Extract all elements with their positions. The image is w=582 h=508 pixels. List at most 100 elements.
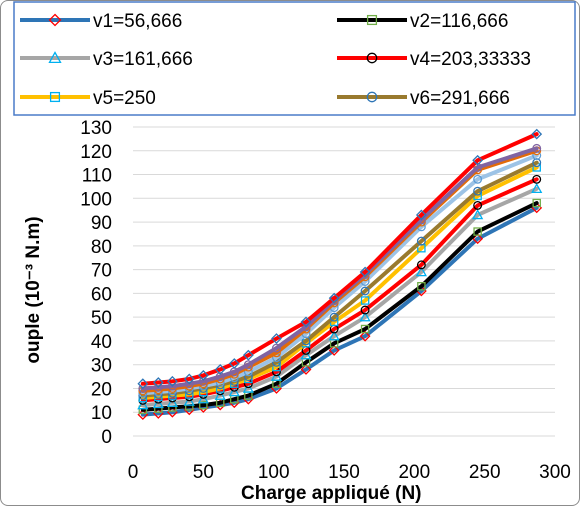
x-tick-label: 50 xyxy=(193,462,214,483)
data-point xyxy=(197,393,209,404)
data-point xyxy=(472,209,484,220)
data-point xyxy=(328,330,340,341)
data-point xyxy=(183,373,195,385)
data-point xyxy=(198,376,208,386)
legend-item: v6=291,666 xyxy=(337,88,510,109)
series-line xyxy=(140,165,539,400)
data-point xyxy=(417,282,426,291)
data-point xyxy=(329,312,339,322)
legend-label: v2=116,666 xyxy=(410,11,508,32)
data-point xyxy=(360,324,370,334)
legend-item: v3=161,666 xyxy=(20,49,193,70)
legend-marker xyxy=(366,52,378,64)
legend-marker xyxy=(366,91,378,103)
data-point xyxy=(328,292,340,304)
data-point xyxy=(183,395,195,406)
data-point xyxy=(360,296,370,305)
legend-item: v2=116,666 xyxy=(337,11,508,32)
data-point xyxy=(228,386,240,397)
y-tick-label: 60 xyxy=(91,284,112,305)
data-point xyxy=(359,330,371,342)
data-point xyxy=(300,316,312,328)
data-point xyxy=(532,143,542,153)
data-point xyxy=(359,311,371,322)
y-tick-label: 100 xyxy=(80,189,112,210)
data-point xyxy=(360,305,370,315)
x-tick-label: 100 xyxy=(258,462,290,483)
legend-box xyxy=(13,1,576,116)
legend-item: v5=250 xyxy=(20,88,156,109)
x-tick-label: 0 xyxy=(128,462,139,483)
data-point xyxy=(416,236,426,246)
data-point xyxy=(532,174,542,184)
data-point xyxy=(473,174,483,184)
series-4 xyxy=(138,174,542,405)
y-tick-label: 50 xyxy=(91,308,112,329)
data-point xyxy=(532,198,541,208)
legend-label: v1=56,666 xyxy=(93,11,182,32)
y-tick-label: 80 xyxy=(91,237,112,258)
x-tick-label: 150 xyxy=(328,462,360,483)
data-point xyxy=(272,343,281,353)
series-3 xyxy=(137,182,543,410)
y-tick-label: 130 xyxy=(80,118,112,139)
data-point xyxy=(416,260,426,270)
series-line xyxy=(140,153,539,396)
legend-label: v4=203,33333 xyxy=(410,49,531,70)
series-5 xyxy=(138,163,541,403)
data-point xyxy=(473,162,483,172)
data-point xyxy=(214,364,226,375)
series-10 xyxy=(137,128,543,390)
data-point xyxy=(166,396,178,407)
legend-label: v6=291,666 xyxy=(410,88,510,109)
data-point xyxy=(300,349,312,360)
data-point xyxy=(473,227,482,236)
x-tick-label: 300 xyxy=(539,462,571,483)
y-tick-label: 110 xyxy=(82,166,112,187)
y-tick-label: 0 xyxy=(101,427,112,448)
legend-label: v5=250 xyxy=(93,88,156,109)
data-point xyxy=(242,382,254,393)
data-point xyxy=(152,377,164,388)
legend-marker xyxy=(49,91,61,103)
series-8 xyxy=(138,146,542,396)
data-point xyxy=(270,370,283,381)
data-point xyxy=(199,400,208,410)
data-point xyxy=(328,345,340,356)
data-point xyxy=(242,349,254,361)
series-line xyxy=(140,177,539,403)
data-point xyxy=(137,378,149,390)
data-point xyxy=(197,369,209,381)
series-line xyxy=(140,132,539,386)
legend-marker xyxy=(48,51,62,64)
y-tick-label: 30 xyxy=(91,356,112,377)
data-point xyxy=(137,399,149,410)
data-point xyxy=(166,375,178,387)
series-line xyxy=(140,201,539,412)
legend-marker xyxy=(366,14,378,26)
data-point xyxy=(359,266,371,278)
series-line xyxy=(140,186,539,408)
data-point xyxy=(415,266,427,277)
series-line xyxy=(140,160,539,398)
legend-label: v3=161,666 xyxy=(93,49,193,70)
data-point xyxy=(360,286,370,296)
legend: v1=56,666 v2=116,666 v3=161,666 v4=203,3333… xyxy=(13,1,576,116)
data-point xyxy=(300,364,312,375)
legend-item: v1=56,666 xyxy=(20,11,182,32)
x-tick-label: 250 xyxy=(469,462,501,483)
y-tick-label: 20 xyxy=(91,379,112,400)
legend-item: v4=203,33333 xyxy=(337,49,531,70)
y-axis-title: ouple (10⁻³ N.m) xyxy=(23,216,44,363)
data-point xyxy=(152,398,164,409)
data-point xyxy=(214,389,226,400)
y-tick-label: 10 xyxy=(91,403,112,424)
x-axis-ticks: 0 50 100 150 200 250 300 xyxy=(128,462,571,483)
y-tick-label: 40 xyxy=(91,332,112,353)
y-tick-label: 120 xyxy=(80,142,112,163)
data-point xyxy=(228,358,240,369)
data-point xyxy=(215,372,225,382)
series-line xyxy=(140,146,539,391)
